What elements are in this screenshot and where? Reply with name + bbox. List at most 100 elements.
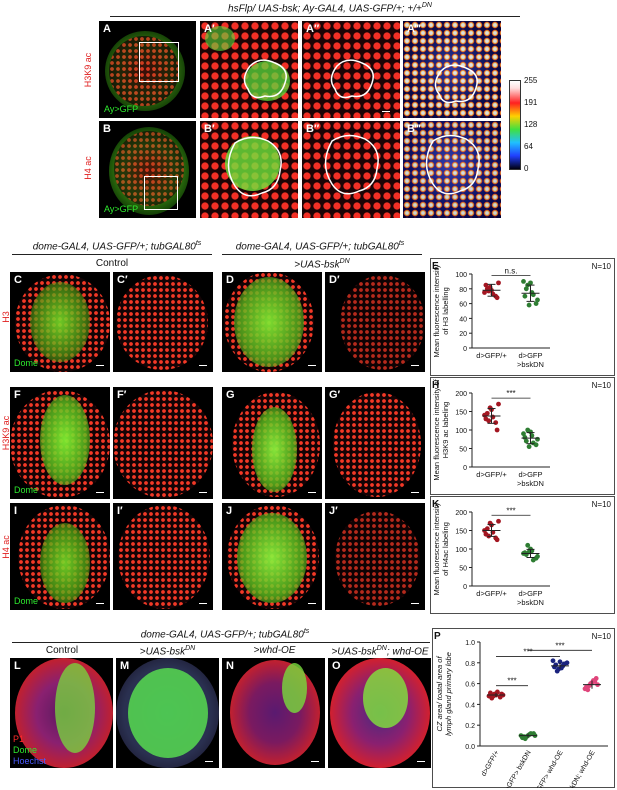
panel-letter-l: L xyxy=(14,660,21,672)
panel-letter-g: G xyxy=(226,389,235,401)
panel-a-double-prime: A″ xyxy=(302,21,400,118)
panel-letter-a-prime: A′ xyxy=(204,23,215,35)
chart-h: H N=10 0 50 100 150 200 Mean fluorescence inten… xyxy=(430,377,615,495)
panel-c: C Dome xyxy=(10,272,110,372)
chart-frame xyxy=(432,628,615,788)
panel-i: I Dome xyxy=(10,503,110,610)
chart-point xyxy=(523,438,529,444)
panel-l: L P1 Dome Hoechst xyxy=(10,658,113,768)
panel-g-prime: G′ xyxy=(325,387,425,499)
col-title-control: Control xyxy=(45,645,79,656)
col-title-whd: >whd-OE xyxy=(253,645,296,656)
panel-letter-c-prime: C′ xyxy=(117,274,128,286)
panel-letter-a: A xyxy=(103,23,111,35)
chart-point xyxy=(493,420,499,425)
panel-f-prime: F′ xyxy=(113,387,213,499)
chart-point xyxy=(561,661,567,667)
panel-letter-d-prime: D′ xyxy=(329,274,340,286)
chart-point xyxy=(494,537,500,543)
chart-y-tick-label: 0 xyxy=(463,465,467,472)
chart-y-label: lymph gland primary lobe xyxy=(444,652,453,736)
panel-letter-d: D xyxy=(226,274,234,286)
panel-letter-j-prime: J′ xyxy=(329,505,338,517)
chart-k: K N=10 0 50 100 150 200 Mean fluorescence inten… xyxy=(430,496,615,614)
label-dome-i: Dome xyxy=(14,596,39,606)
top-title: hsFlp/ UAS-bsk; Ay-GAL4, UAS-GFP/+; +/+D… xyxy=(228,2,432,15)
panel-j-prime: J′ xyxy=(325,503,425,610)
middle-left-title: dome-GAL4, UAS-GFP/+; tubGAL80ts xyxy=(32,240,202,253)
chart-n-label: N=10 xyxy=(592,632,612,641)
chart-frame xyxy=(430,258,615,376)
panel-d-prime: D′ xyxy=(325,272,425,372)
chart-point xyxy=(494,427,500,433)
chart-point xyxy=(522,293,528,299)
chart-point xyxy=(521,431,526,437)
chart-point xyxy=(530,557,536,563)
chart-point xyxy=(484,410,490,416)
chart-point xyxy=(528,731,534,736)
middle-right-rule xyxy=(222,254,422,255)
panel-letter-o: O xyxy=(332,660,341,672)
chart-p: P N=10 0.0 0.2 0.4 0.6 0.8 1.0 CZ area/ toatal a… xyxy=(432,628,615,788)
chart-y-label: Mean fluorescence intensity of xyxy=(432,378,441,480)
chart-point xyxy=(535,297,540,303)
chart-y-tick-label: 150 xyxy=(455,529,467,536)
chart-category-label: >bskDN xyxy=(517,360,544,369)
chart-y-tick-label: 1.0 xyxy=(465,640,475,647)
chart-y-tick-label: 50 xyxy=(459,566,467,573)
row-label-h3k9ac-top: H3K9 ac xyxy=(83,52,93,88)
chart-n-label: N=10 xyxy=(592,500,612,509)
chart-y-tick-label: 0.4 xyxy=(465,702,475,709)
chart-significance-label: *** xyxy=(506,506,515,515)
panel-letter-b-prime: B′ xyxy=(204,123,215,135)
panel-letter-a-triple-prime: A‴ xyxy=(407,23,421,35)
chart-panel-letter: K xyxy=(432,499,440,510)
chart-category-label: >bskDN xyxy=(517,598,544,607)
label-hoechst: Hoechst xyxy=(13,756,47,766)
bottom-title: dome-GAL4, UAS-GFP/+; tubGAL80ts xyxy=(140,628,310,641)
panel-letter-n: N xyxy=(226,660,234,672)
chart-point xyxy=(496,518,501,524)
chart-y-label: of H4ac labeling xyxy=(441,522,450,576)
panel-b-triple-prime: B‴ xyxy=(403,121,501,218)
chart-category-label: d>GFP xyxy=(519,589,543,598)
chart-n-label: N=10 xyxy=(592,262,612,271)
chart-category-label: d>GFP xyxy=(519,351,543,360)
panel-b-double-prime: B″ xyxy=(302,121,400,218)
panel-b-prime: B′ xyxy=(200,121,298,218)
panel-g: G xyxy=(222,387,322,499)
chart-point xyxy=(486,288,492,294)
intensity-colorbar xyxy=(509,80,521,170)
chart-y-tick-label: 0.0 xyxy=(465,744,475,751)
chart-y-tick-label: 0 xyxy=(463,346,467,353)
colorbar-tick-64: 64 xyxy=(524,142,533,151)
panel-letter-m: M xyxy=(120,660,130,672)
label-dome-l: Dome xyxy=(13,745,38,755)
chart-point xyxy=(488,690,493,696)
middle-right-subtitle: >UAS-bskDN xyxy=(294,258,350,271)
chart-y-tick-label: 0.6 xyxy=(465,682,475,689)
colorbar-tick-128: 128 xyxy=(524,120,538,129)
middle-left-subtitle: Control xyxy=(95,258,129,269)
chart-point xyxy=(523,286,529,292)
chart-y-label: of H3 labelling xyxy=(441,287,450,335)
panel-a: A Ay>GFP xyxy=(99,21,196,118)
chart-category-label: d>GFP/+ xyxy=(476,470,507,479)
chart-point xyxy=(490,693,496,699)
chart-y-tick-label: 100 xyxy=(455,428,467,435)
middle-right-title: dome-GAL4, UAS-GFP/+; tubGAL80ts xyxy=(235,240,405,253)
chart-y-tick-label: 40 xyxy=(459,316,467,323)
chart-point xyxy=(533,301,539,306)
chart-y-label: H3K9 ac labeling xyxy=(441,402,450,459)
chart-y-tick-label: 60 xyxy=(459,302,467,309)
chart-category-label: d>GFP xyxy=(519,470,543,479)
chart-y-label: CZ area/ toatal area of xyxy=(435,656,444,732)
chart-category-label: d>GFP/+ xyxy=(476,589,507,598)
panel-letter-g-prime: G′ xyxy=(329,389,341,401)
panel-j: J xyxy=(222,503,322,610)
chart-y-tick-label: 200 xyxy=(455,391,467,398)
panel-letter-b: B xyxy=(103,123,111,135)
panel-letter-j: J xyxy=(226,505,233,517)
chart-significance-label: n.s. xyxy=(505,266,518,275)
chart-frame xyxy=(430,377,615,495)
